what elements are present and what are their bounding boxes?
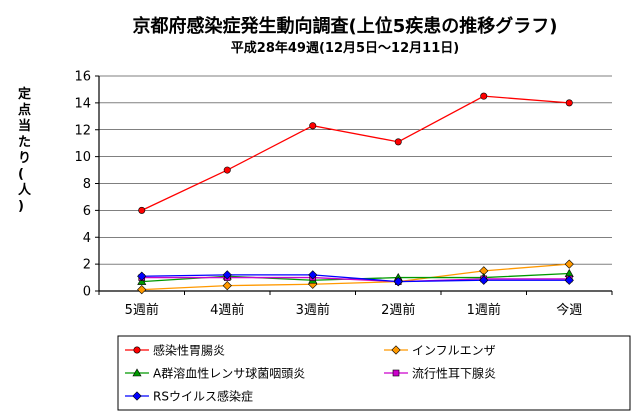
- series-line: [141, 276, 570, 283]
- data-point: [480, 92, 488, 100]
- y-tick-label: 6: [83, 204, 91, 219]
- data-point: [222, 270, 232, 280]
- legend-swatch-marker: [133, 346, 141, 354]
- x-tick-label: 1週前: [467, 302, 501, 318]
- x-tick-label: 5週前: [125, 302, 159, 318]
- y-tick-label: 10: [74, 150, 91, 165]
- data-point: [308, 270, 318, 280]
- legend-box: [117, 335, 631, 411]
- x-axis-ticks: 5週前 4週前 3週前 2週前 1週前 今週: [98, 291, 613, 318]
- y-tick-label: 12: [74, 123, 91, 138]
- series-lines: [137, 92, 574, 295]
- series-line: [141, 274, 570, 283]
- legend-swatch-marker: [132, 368, 142, 377]
- legend-label: 感染性胃腸炎: [153, 343, 225, 358]
- data-point: [309, 122, 317, 130]
- series-line: [141, 263, 570, 291]
- data-point: [222, 281, 232, 291]
- x-tick-label: 4週前: [210, 302, 244, 318]
- legend-label: RSウイルス感染症: [153, 389, 253, 404]
- x-tick-label: 2週前: [381, 302, 415, 318]
- series-line: [141, 95, 570, 211]
- legend-label: インフルエンザ: [412, 344, 496, 358]
- x-tick-label: 今週: [556, 302, 582, 318]
- legend: 感染性胃腸炎 インフルエンザ A群溶血性レンサ球菌咽頭炎 流行性耳下腺炎 RSウイルス感…: [125, 343, 496, 404]
- gridlines: [95, 75, 612, 292]
- data-point: [394, 138, 402, 146]
- y-tick-label: 0: [83, 285, 91, 300]
- data-point: [137, 271, 147, 281]
- data-point: [564, 259, 574, 269]
- legend-label: A群溶血性レンサ球菌咽頭炎: [153, 366, 305, 381]
- x-tick-label: 3週前: [296, 302, 330, 318]
- y-tick-label: 2: [83, 258, 91, 273]
- data-point: [138, 206, 146, 214]
- legend-swatch-marker: [391, 345, 401, 355]
- legend-label: 流行性耳下腺炎: [412, 367, 496, 381]
- y-axis-label: 定点当たり(人): [17, 86, 32, 214]
- data-point: [223, 166, 231, 174]
- series: [137, 270, 574, 287]
- chart-subtitle: 平成28年49週(12月5日〜12月11日): [231, 40, 459, 56]
- y-tick-label: 4: [83, 231, 91, 246]
- series: [138, 92, 573, 214]
- y-tick-label: 16: [74, 70, 91, 85]
- chart-title: 京都府感染症発生動向調査(上位5疾患の推移グラフ): [133, 15, 558, 37]
- y-tick-label: 8: [83, 177, 91, 192]
- y-axis-ticks: 0 2 4 6 8 10 12 14 16: [74, 70, 91, 300]
- data-point: [565, 99, 573, 107]
- legend-swatch-marker: [132, 391, 142, 401]
- legend-swatch-marker: [392, 369, 400, 377]
- data-point: [137, 276, 147, 285]
- data-point: [479, 275, 489, 285]
- data-point: [137, 285, 147, 295]
- data-point: [564, 275, 574, 285]
- data-point: [393, 276, 403, 287]
- y-tick-label: 14: [74, 96, 91, 111]
